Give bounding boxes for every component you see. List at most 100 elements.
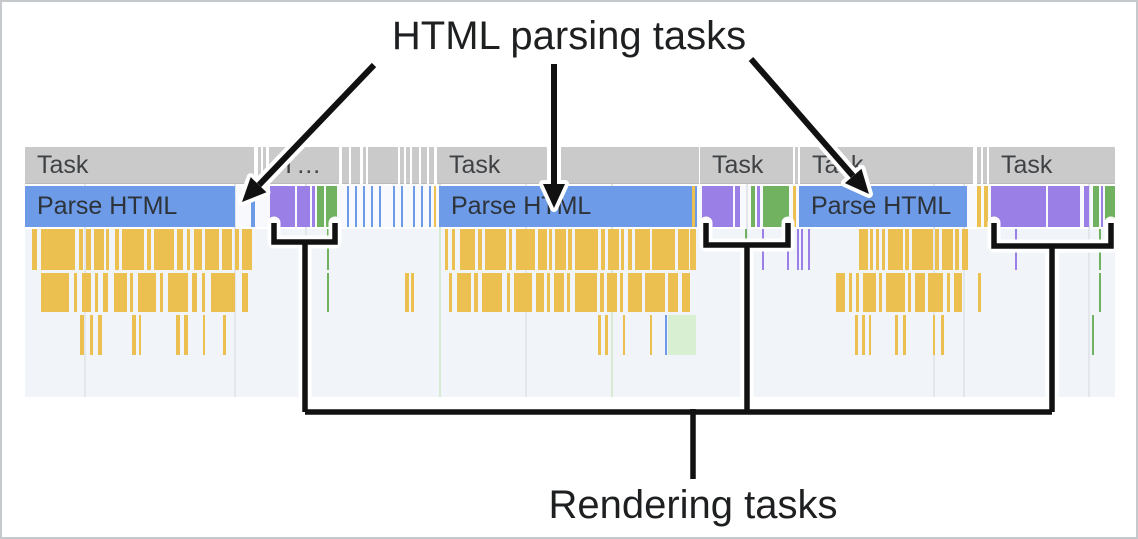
flame-bar[interactable] — [86, 229, 91, 270]
flame-bar[interactable] — [1093, 186, 1099, 227]
flame-bar[interactable] — [147, 229, 151, 270]
flame-bar[interactable] — [194, 229, 202, 270]
flame-bar[interactable] — [242, 273, 248, 312]
flame-bar[interactable] — [132, 315, 136, 355]
flame-bar[interactable] — [678, 229, 689, 270]
flame-bar[interactable] — [856, 273, 859, 312]
flame-bar[interactable] — [879, 273, 882, 312]
flame-bar[interactable] — [297, 186, 310, 227]
flame-bar[interactable] — [115, 229, 119, 270]
flame-bar[interactable] — [645, 273, 665, 312]
flame-bar[interactable] — [983, 147, 987, 184]
flame-bar[interactable] — [202, 273, 205, 312]
flame-bar[interactable] — [702, 186, 733, 227]
flame-bar[interactable] — [94, 229, 104, 270]
flame-bar[interactable] — [351, 147, 360, 184]
flame-bar[interactable] — [1101, 186, 1103, 227]
flame-bar[interactable] — [915, 273, 925, 312]
flame-bar[interactable] — [406, 147, 410, 184]
flame-bar[interactable] — [205, 229, 219, 270]
flame-bar[interactable] — [977, 186, 981, 227]
flame-bar[interactable] — [607, 273, 617, 312]
flame-bar[interactable] — [507, 273, 510, 312]
flame-bar[interactable] — [482, 273, 502, 312]
flame-bar[interactable] — [474, 273, 478, 312]
flame-bar[interactable] — [735, 186, 740, 227]
flame-bar[interactable] — [187, 229, 190, 270]
flame-bar[interactable] — [991, 186, 1046, 227]
flame-bar[interactable] — [421, 186, 423, 227]
flame-bar[interactable] — [690, 229, 696, 270]
flame-bar[interactable] — [1048, 186, 1080, 227]
flame-bar[interactable] — [251, 186, 255, 227]
flame-bar[interactable] — [757, 186, 760, 227]
flame-bar[interactable] — [601, 229, 605, 270]
flame-bar[interactable] — [928, 273, 943, 312]
flame-bar[interactable] — [90, 315, 93, 355]
flame-bar[interactable] — [876, 229, 879, 270]
flame-bar[interactable] — [692, 186, 695, 227]
flame-bar[interactable] — [130, 273, 133, 312]
parse-html-bar[interactable]: Parse HTML — [799, 186, 967, 227]
flame-bar[interactable] — [192, 273, 197, 312]
flame-bar[interactable] — [608, 229, 619, 270]
flame-bar[interactable] — [405, 273, 409, 312]
flame-bar[interactable] — [413, 186, 415, 227]
flame-bar[interactable] — [258, 147, 261, 184]
flame-bar[interactable] — [933, 315, 935, 355]
flame-bar[interactable] — [849, 273, 852, 312]
flame-bar[interactable] — [908, 273, 911, 312]
flame-bar[interactable] — [555, 229, 566, 270]
flame-bar[interactable] — [449, 273, 452, 312]
flame-bar[interactable] — [888, 229, 903, 270]
flame-bar[interactable] — [905, 229, 909, 270]
flame-bar[interactable] — [160, 273, 163, 312]
flame-bar[interactable] — [223, 315, 226, 355]
flame-bar[interactable] — [371, 186, 373, 227]
flame-bar[interactable] — [106, 229, 109, 270]
flame-bar[interactable] — [801, 229, 803, 270]
flame-bar[interactable] — [808, 229, 810, 270]
flame-bar[interactable] — [400, 147, 404, 184]
flame-bar[interactable] — [138, 273, 156, 312]
flame-bar[interactable] — [79, 229, 83, 270]
task-bar[interactable]: Task — [437, 147, 699, 184]
flame-bar[interactable] — [635, 229, 650, 270]
flame-bar[interactable] — [184, 315, 188, 355]
flame-bar[interactable] — [895, 315, 898, 355]
flame-bar[interactable] — [628, 273, 642, 312]
flame-bar[interactable] — [139, 315, 141, 355]
flame-bar[interactable] — [485, 229, 506, 270]
flame-bar[interactable] — [600, 273, 604, 312]
flame-bar[interactable] — [762, 229, 764, 270]
flame-bar[interactable] — [82, 273, 91, 312]
flame-bar[interactable] — [1084, 186, 1089, 227]
flame-bar[interactable] — [621, 229, 624, 270]
flame-bar[interactable] — [203, 315, 205, 355]
flame-bar[interactable] — [652, 229, 675, 270]
flame-bar[interactable] — [941, 315, 944, 355]
flame-bar[interactable] — [514, 273, 532, 312]
flame-bar[interactable] — [863, 273, 876, 312]
flame-bar[interactable] — [942, 229, 953, 270]
flame-bar[interactable] — [168, 273, 188, 312]
flame-bar[interactable] — [457, 273, 471, 312]
flame-bar[interactable] — [211, 273, 235, 312]
flame-bar[interactable] — [312, 186, 315, 227]
flame-bar[interactable] — [620, 273, 623, 312]
flame-bar[interactable] — [41, 229, 75, 270]
flame-bar[interactable] — [549, 229, 552, 270]
flame-bar[interactable] — [862, 315, 865, 355]
flame-bar[interactable] — [984, 186, 988, 227]
flame-bar[interactable] — [478, 229, 482, 270]
flame-bar[interactable] — [326, 186, 337, 227]
flame-bar[interactable] — [176, 315, 180, 355]
flame-bar[interactable] — [912, 229, 933, 270]
flame-bar[interactable] — [429, 147, 434, 184]
flame-bar[interactable] — [355, 186, 357, 227]
task-bar[interactable]: Task — [25, 147, 254, 184]
flame-bar[interactable] — [122, 229, 144, 270]
flame-bar[interactable] — [1099, 273, 1101, 312]
flame-bar[interactable] — [954, 273, 962, 312]
flame-bar[interactable] — [421, 147, 427, 184]
